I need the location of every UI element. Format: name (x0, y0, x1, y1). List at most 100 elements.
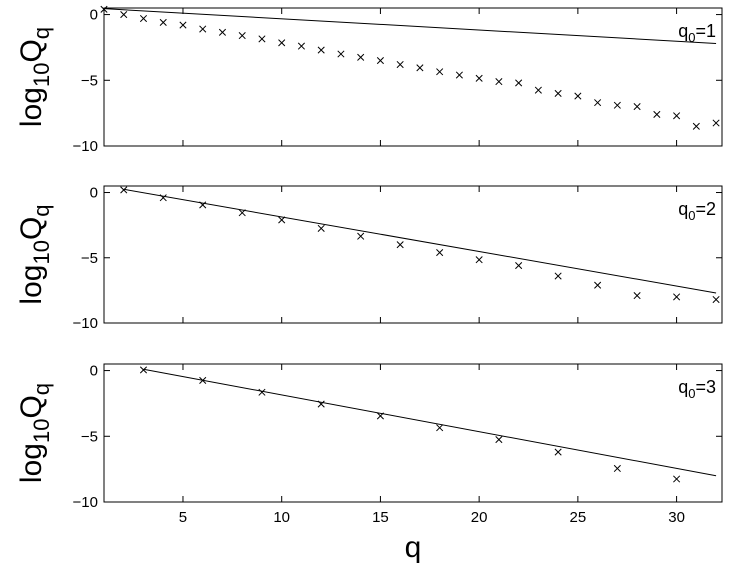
ylabel-q-main: Q (15, 217, 48, 240)
x-tick-label: 20 (471, 509, 488, 526)
data-point (357, 53, 365, 61)
data-point (120, 186, 128, 194)
annotation-main: q (678, 199, 688, 219)
ylabel-sub-q: q (29, 27, 54, 39)
data-point (139, 366, 148, 374)
fit-line (123, 188, 717, 294)
ylabel-sub-q: q (29, 204, 54, 216)
data-point (613, 101, 621, 109)
x-tick-label: 15 (372, 509, 389, 526)
x-tick-label: 5 (179, 509, 187, 526)
ylabel-sub-10: 10 (29, 240, 54, 264)
fit-line (103, 8, 717, 44)
panel-annotation: q0=3 (678, 377, 716, 401)
data-point (278, 39, 286, 47)
data-point (515, 79, 523, 87)
data-point (554, 448, 562, 456)
annotation-tail: =1 (695, 21, 716, 41)
data-point (594, 281, 602, 289)
annotation-sub: 0 (688, 208, 695, 223)
ylabel-sub-10: 10 (29, 419, 54, 443)
ylabel-log: log (15, 87, 48, 127)
data-point (396, 241, 404, 249)
ylabel-log: log (15, 265, 48, 305)
data-point (495, 78, 503, 86)
y-tick-label: 0 (90, 185, 98, 202)
data-point (258, 35, 266, 43)
data-point (396, 60, 404, 69)
y-tick-label: 0 (90, 7, 98, 24)
data-point (179, 21, 187, 29)
data-point (258, 388, 266, 396)
data-point (317, 224, 325, 232)
axes-frame (103, 363, 723, 503)
y-tick-label: −10 (73, 315, 98, 332)
fit-line (143, 368, 717, 477)
data-point (673, 112, 681, 120)
annotation-main: q (678, 377, 688, 397)
annotation-sub: 0 (688, 30, 695, 45)
data-point (594, 99, 602, 107)
data-point (159, 18, 167, 27)
ylabel-q-main: Q (15, 39, 48, 62)
data-point (297, 42, 305, 50)
data-point (100, 5, 108, 13)
data-point (436, 424, 444, 432)
x-tick-label: 30 (668, 509, 685, 526)
axes-frame (103, 7, 723, 147)
y-tick-label: −10 (73, 138, 98, 155)
x-axis-label: q (405, 531, 422, 564)
data-point (574, 92, 582, 100)
data-point (139, 14, 148, 23)
data-point (376, 57, 384, 65)
data-point (633, 292, 641, 300)
y-tick-label: −5 (81, 250, 98, 267)
data-point (416, 64, 424, 72)
data-point (554, 272, 562, 280)
ylabel-q-main: Q (15, 395, 48, 418)
x-tick-label: 10 (273, 509, 290, 526)
data-point (673, 293, 681, 301)
y-tick-label: −5 (81, 72, 98, 89)
data-point (692, 122, 700, 130)
data-point (436, 68, 444, 76)
data-point (554, 89, 562, 97)
panel-annotation: q0=2 (678, 199, 716, 223)
data-point (357, 232, 365, 240)
ylabel-sub-10: 10 (29, 63, 54, 87)
data-point (120, 11, 128, 19)
data-point (712, 119, 720, 127)
panel-annotation: q0=1 (678, 21, 716, 45)
data-point (436, 248, 444, 257)
data-point (534, 86, 542, 94)
ylabel-log: log (15, 443, 48, 483)
y-axis-label: log10Qq (15, 383, 54, 483)
data-point (317, 46, 325, 54)
y-axis-label: log10Qq (15, 204, 54, 304)
ylabel-sub-q: q (29, 383, 54, 395)
axes-frame (103, 185, 723, 324)
annotation-sub: 0 (688, 386, 695, 401)
data-point (218, 28, 227, 36)
data-point (455, 71, 463, 79)
annotation-tail: =2 (695, 199, 716, 219)
data-point (653, 110, 661, 119)
y-tick-label: −10 (73, 494, 98, 511)
data-point (238, 32, 246, 40)
data-point (495, 436, 503, 444)
panel-1: 0 −5 −10 q0=1 log10Qq (15, 5, 723, 155)
x-tick-label: 25 (570, 509, 587, 526)
data-point (199, 25, 207, 33)
y-tick-label: −5 (81, 428, 98, 445)
data-point (337, 50, 345, 58)
data-point (475, 74, 483, 82)
annotation-tail: =3 (695, 377, 716, 397)
data-point (633, 103, 641, 111)
data-point (613, 464, 621, 473)
data-point (475, 256, 483, 264)
y-tick-label: 0 (90, 363, 98, 380)
data-point (673, 475, 681, 483)
